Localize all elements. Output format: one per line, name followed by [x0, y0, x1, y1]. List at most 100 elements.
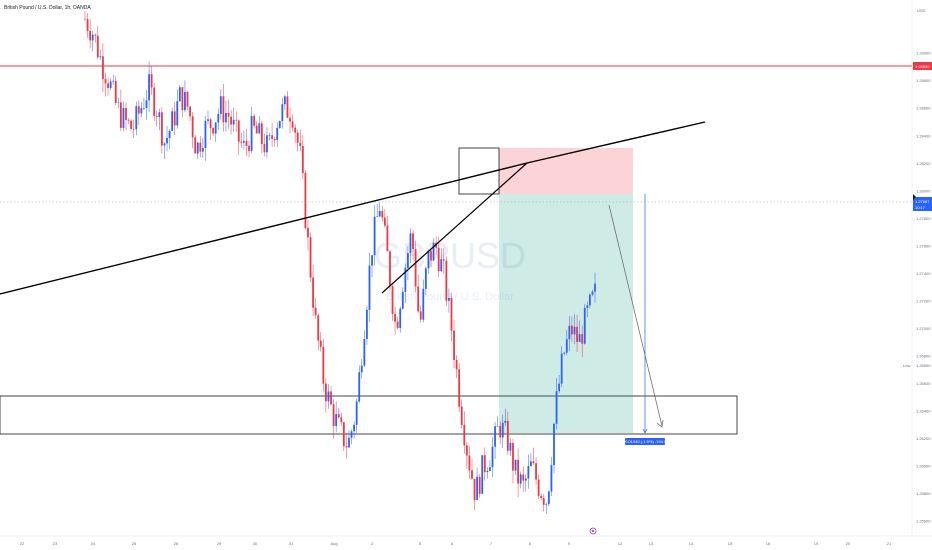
price-axis[interactable]: USD 1.29000 1.28800 1.28600 1.28400 1.28200 1… — [911, 0, 932, 536]
candle-body — [486, 470, 489, 473]
candle-body — [506, 420, 509, 451]
x-tick-label: 2 — [371, 541, 374, 546]
x-tick-label: 21 — [887, 541, 892, 546]
candle-body — [555, 391, 558, 424]
candle-body — [263, 143, 266, 153]
candle-body — [212, 127, 215, 134]
candle-body — [501, 422, 504, 438]
event-marker-dot — [592, 530, 594, 532]
time-axis[interactable]: 22 23 24 25 26 29 30 31 Aug 2 5 6 7 8 9 12 13 14 15 16 19 20 2… — [0, 535, 932, 546]
upper-trendline[interactable] — [526, 121, 706, 164]
wedge-box[interactable] — [458, 147, 500, 195]
low-marker-label: Low — [903, 363, 910, 368]
candle-body — [545, 503, 548, 505]
symbol-title: British Pound / U.S. Dollar, 1h, OANDA — [4, 5, 91, 11]
candle-body — [342, 422, 345, 447]
candle-body — [107, 83, 109, 88]
candle-body — [132, 128, 135, 130]
candle-body — [514, 459, 517, 471]
candlestick-series — [84, 11, 596, 515]
candle-body — [225, 113, 227, 123]
candle-body — [296, 132, 299, 143]
stop-zone[interactable] — [499, 148, 633, 194]
x-tick-label: 13 — [649, 541, 654, 546]
x-tick-label: 25 — [132, 541, 137, 546]
current-price: 1.27687 — [915, 199, 930, 204]
countdown: 10:17 — [915, 205, 926, 210]
candle-body — [271, 135, 273, 139]
candle-body — [450, 297, 453, 331]
candle-body — [550, 465, 553, 492]
candle-body — [99, 56, 102, 58]
y-tick-label: 1.26600 — [916, 381, 931, 386]
candle-body — [201, 148, 204, 152]
x-tick-label: 7 — [490, 541, 493, 546]
y-tick-label: 1.27400 — [916, 271, 931, 276]
candle-body — [258, 123, 261, 134]
candle-body — [135, 106, 138, 130]
x-tick-label: 12 — [618, 541, 623, 546]
candle-body — [412, 233, 414, 250]
candle-body — [455, 359, 458, 370]
target-zone[interactable] — [499, 194, 633, 433]
candle-body — [547, 491, 550, 504]
candle-body — [581, 334, 584, 344]
event-marker-icon[interactable] — [589, 527, 597, 535]
candle-body — [366, 309, 368, 339]
candle-body — [301, 146, 304, 174]
candle-body — [119, 102, 122, 128]
candle-body — [424, 268, 427, 289]
candle-body — [117, 102, 120, 104]
y-tick-label: 1.27600 — [916, 243, 931, 248]
candle-body — [348, 437, 350, 448]
candle-body — [437, 247, 440, 272]
x-tick-label: 20 — [846, 541, 851, 546]
candle-body — [563, 352, 566, 354]
y-tick-label: 1.26400 — [916, 409, 931, 414]
candle-body — [496, 425, 499, 427]
y-tick-label: 1.28600 — [916, 106, 931, 111]
candle-body — [524, 478, 527, 481]
currency-label[interactable]: USD — [917, 8, 926, 13]
candle-body — [84, 18, 86, 20]
candle-body — [378, 210, 381, 217]
candle-body — [268, 135, 271, 136]
candle-body — [235, 119, 238, 121]
candle-body — [86, 19, 89, 31]
candle-body — [407, 253, 409, 268]
candle-body — [491, 446, 494, 468]
candle-body — [286, 96, 289, 118]
candle-body — [266, 135, 268, 153]
x-tick-label: Aug — [330, 541, 337, 546]
candle-body — [588, 294, 591, 306]
candle-body — [319, 340, 322, 347]
candle-body — [419, 311, 422, 320]
candle-body — [168, 130, 171, 138]
projection-arrow[interactable] — [608, 204, 663, 427]
candle-body — [473, 478, 476, 501]
measure-label-bg — [625, 438, 665, 445]
x-tick-label: 14 — [689, 541, 694, 546]
candle-body — [250, 116, 253, 152]
candle-body — [130, 120, 133, 129]
candle-body — [283, 96, 286, 105]
y-tick-label: 1.25800 — [916, 491, 931, 496]
candle-body — [519, 474, 522, 484]
rising-trendline[interactable] — [381, 162, 528, 294]
support-zone-box[interactable] — [0, 395, 738, 435]
x-tick-label: 8 — [529, 541, 532, 546]
candle-body — [571, 325, 573, 335]
candle-body — [325, 383, 327, 402]
candle-body — [199, 142, 202, 152]
y-tick-label: 1.26200 — [916, 436, 931, 441]
candle-body — [196, 142, 199, 154]
measure-arrowhead — [642, 428, 648, 434]
candle-body — [512, 442, 514, 471]
candle-body — [489, 467, 491, 471]
long-trendline[interactable] — [0, 162, 528, 295]
candle-body — [337, 414, 340, 418]
candle-body — [409, 233, 412, 254]
candle-body — [253, 116, 256, 126]
y-tick-label: 1.27000 — [916, 326, 931, 331]
